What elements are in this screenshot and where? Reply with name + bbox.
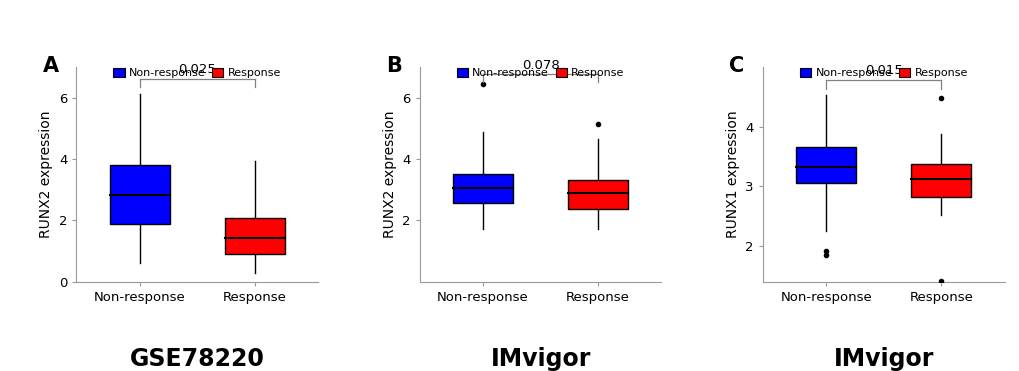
Bar (452, 174, 513, 203)
Text: 0.078: 0.078 (521, 59, 559, 72)
Y-axis label: RUNX1 expression: RUNX1 expression (726, 111, 739, 238)
Legend: Non-response, Response: Non-response, Response (457, 68, 624, 78)
Bar (911, 164, 970, 197)
Text: 0.025: 0.025 (178, 63, 216, 76)
Legend: Non-response, Response: Non-response, Response (799, 68, 967, 78)
Text: IMvigor: IMvigor (833, 347, 933, 371)
Y-axis label: RUNX2 expression: RUNX2 expression (382, 111, 396, 238)
Legend: Non-response, Response: Non-response, Response (113, 68, 281, 78)
Text: A: A (43, 56, 59, 76)
Bar (225, 218, 284, 254)
Bar (568, 180, 628, 209)
Text: GSE78220: GSE78220 (129, 347, 265, 371)
Bar (796, 148, 855, 183)
Bar (110, 164, 169, 224)
Text: C: C (729, 56, 744, 76)
Text: 0.015: 0.015 (864, 64, 902, 77)
Y-axis label: RUNX2 expression: RUNX2 expression (40, 111, 53, 238)
Text: B: B (385, 56, 401, 76)
Text: IMvigor: IMvigor (490, 347, 590, 371)
